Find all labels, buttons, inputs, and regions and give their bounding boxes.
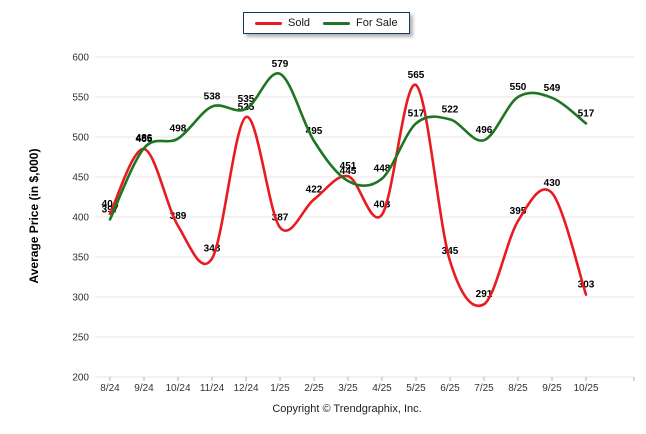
data-label-sold: 345 (442, 246, 459, 257)
x-tick-label: 7/25 (474, 383, 494, 394)
data-label-for-sale: 496 (476, 125, 493, 136)
y-tick-label: 300 (72, 293, 89, 304)
x-tick-label: 9/25 (542, 383, 562, 394)
for-sale-line-swatch (323, 21, 351, 25)
y-tick-label: 250 (72, 333, 89, 344)
legend-item-for-sale: For Sale (323, 17, 398, 29)
data-label-for-sale: 445 (340, 166, 357, 177)
legend: Sold For Sale (243, 12, 410, 34)
y-tick-label: 450 (72, 173, 89, 184)
y-tick-label: 550 (72, 93, 89, 104)
data-label-sold: 404 (102, 199, 119, 210)
data-label-for-sale: 538 (204, 92, 221, 103)
data-label-for-sale: 397 (102, 204, 119, 215)
data-label-sold: 451 (340, 161, 357, 172)
series-line-for-sale (108, 72, 588, 221)
legend-item-sold: Sold (255, 17, 310, 29)
y-tick-label: 400 (72, 213, 89, 224)
data-label-for-sale: 535 (238, 94, 255, 105)
data-label-sold: 395 (510, 206, 527, 217)
x-tick-label: 8/25 (508, 383, 528, 394)
y-tick-label: 500 (72, 133, 89, 144)
series-line-sold (108, 83, 588, 307)
data-label-for-sale: 498 (170, 124, 187, 135)
data-label-sold: 387 (272, 212, 289, 223)
data-label-sold: 485 (136, 134, 153, 145)
data-label-for-sale: 550 (510, 82, 527, 93)
x-tick-label: 10/24 (165, 383, 190, 394)
data-label-sold: 291 (476, 289, 493, 300)
data-label-for-sale: 549 (544, 83, 561, 94)
legend-label-sold: Sold (288, 17, 311, 29)
data-label-for-sale: 495 (306, 126, 323, 137)
x-tick-label: 3/25 (338, 383, 358, 394)
data-label-for-sale: 517 (408, 108, 425, 119)
x-tick-label: 1/25 (270, 383, 290, 394)
y-tick-label: 200 (72, 373, 89, 384)
data-label-sold: 422 (306, 184, 323, 195)
data-label-sold: 403 (374, 200, 391, 211)
data-label-sold: 565 (408, 70, 425, 81)
x-tick-label: 4/25 (372, 383, 392, 394)
data-label-sold: 430 (544, 178, 561, 189)
x-tick-label: 12/24 (233, 383, 258, 394)
x-tick-label: 6/25 (440, 383, 460, 394)
copyright-text: Copyright © Trendgraphix, Inc. (272, 403, 422, 415)
x-tick-label: 8/24 (100, 383, 120, 394)
data-label-for-sale: 579 (272, 59, 289, 70)
x-tick-label: 2/25 (304, 383, 324, 394)
x-tick-label: 11/24 (200, 383, 225, 394)
y-tick-label: 600 (72, 53, 89, 64)
data-label-sold: 389 (170, 211, 187, 222)
x-tick-label: 10/25 (573, 383, 598, 394)
data-label-sold: 348 (204, 244, 221, 255)
x-tick-label: 9/24 (134, 383, 154, 394)
data-label-for-sale: 486 (136, 133, 153, 144)
data-label-sold: 303 (578, 280, 595, 291)
data-label-for-sale: 448 (374, 164, 391, 175)
data-label-for-sale: 522 (442, 104, 459, 115)
sold-line-swatch (255, 21, 282, 25)
legend-label-for-sale: For Sale (356, 17, 398, 29)
y-tick-label: 350 (72, 253, 89, 264)
data-label-for-sale: 517 (578, 108, 595, 119)
x-tick-label: 5/25 (406, 383, 426, 394)
